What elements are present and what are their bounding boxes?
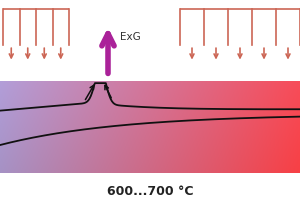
Text: 600...700 °C: 600...700 °C: [107, 185, 193, 198]
Text: ExG: ExG: [120, 32, 141, 42]
